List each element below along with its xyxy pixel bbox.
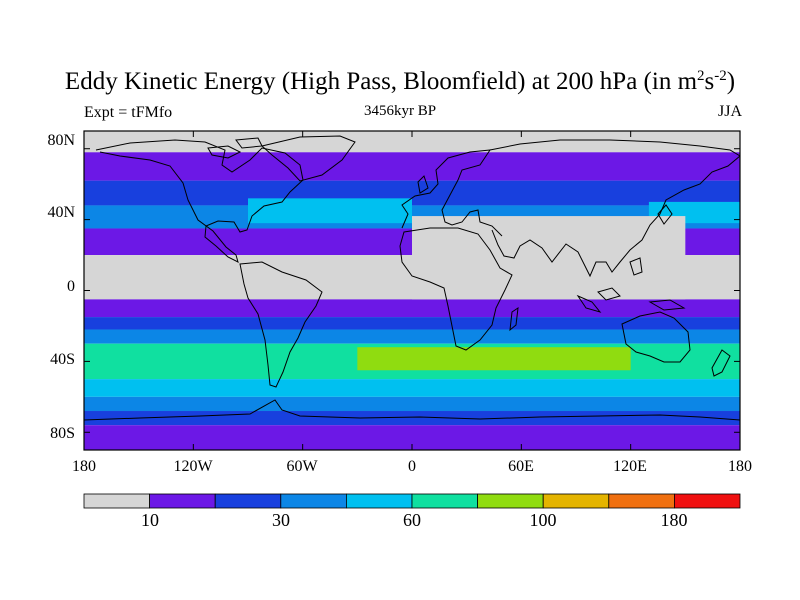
x-tick-label: 0: [408, 458, 416, 475]
sumatra: [576, 294, 602, 313]
x-axis-ticks: [83, 131, 741, 450]
eke-band: [84, 396, 740, 412]
colorbar-swatch: [608, 493, 675, 509]
coastlines: [84, 135, 740, 421]
x-tick-label: 60W: [286, 458, 318, 475]
eke-band: [84, 152, 740, 181]
eke-field: [84, 131, 740, 450]
x-tick-label: 60E: [508, 458, 534, 475]
europe-coast: [401, 149, 503, 237]
new-zealand: [711, 349, 731, 377]
colorbar-label: 180: [660, 510, 688, 530]
experiment-label: Expt = tFMfo: [84, 104, 173, 121]
eke-band: [84, 317, 740, 330]
north-america-coast: [95, 139, 304, 263]
eke-band: [84, 329, 740, 344]
colorbar-swatch: [674, 493, 741, 509]
colorbar-label: 10: [141, 510, 159, 530]
eke-band: [84, 411, 740, 426]
africa-coast: [399, 227, 513, 351]
new-guinea: [648, 299, 686, 311]
colorbar-swatch: [411, 493, 478, 509]
arctic-island: [235, 137, 263, 149]
plot-subtitle: 3456kyr BP: [363, 103, 437, 119]
x-tick-label: 180: [728, 458, 752, 475]
colorbar: [83, 493, 741, 509]
colorbar-label: 100: [529, 510, 557, 530]
japan: [657, 204, 673, 225]
y-axis-ticks: [84, 148, 740, 433]
eke-band: [84, 379, 740, 397]
colorbar-swatch: [542, 493, 610, 509]
borneo: [597, 287, 621, 301]
philippines: [629, 257, 643, 276]
colorbar-swatch: [149, 493, 216, 509]
x-tick-label: 180: [72, 458, 96, 475]
colorbar-label: 60: [403, 510, 421, 530]
eke-feature: [685, 352, 740, 371]
asia-coast: [489, 139, 740, 278]
greenland-coast: [260, 135, 356, 182]
eke-feature: [248, 198, 412, 224]
madagascar: [509, 306, 519, 332]
plot-title: Eddy Kinetic Energy (High Pass, Bloomfie…: [64, 68, 736, 95]
y-tick-label: 80N: [47, 132, 75, 149]
season-label: JJA: [717, 103, 742, 120]
y-tick-label: 40S: [50, 351, 75, 368]
y-tick-label: 80S: [50, 425, 75, 442]
colorbar-swatch: [477, 493, 544, 509]
colorbar-label: 30: [272, 510, 290, 530]
colorbar-swatch: [83, 493, 150, 509]
australia-coast: [621, 311, 691, 363]
antarctica-coast: [84, 399, 740, 421]
british-isles: [417, 175, 429, 194]
eke-feature: [357, 347, 631, 371]
colorbar-swatch: [214, 493, 282, 509]
colorbar-swatch: [280, 493, 347, 509]
x-tick-label: 120W: [173, 458, 213, 475]
colorbar-swatch: [345, 493, 413, 509]
arctic-island: [207, 145, 242, 159]
y-tick-label: 0: [67, 278, 75, 295]
eke-band: [84, 299, 740, 318]
south-america-coast: [239, 261, 323, 388]
x-tick-label: 120E: [613, 458, 647, 475]
y-tick-label: 40N: [47, 204, 75, 221]
